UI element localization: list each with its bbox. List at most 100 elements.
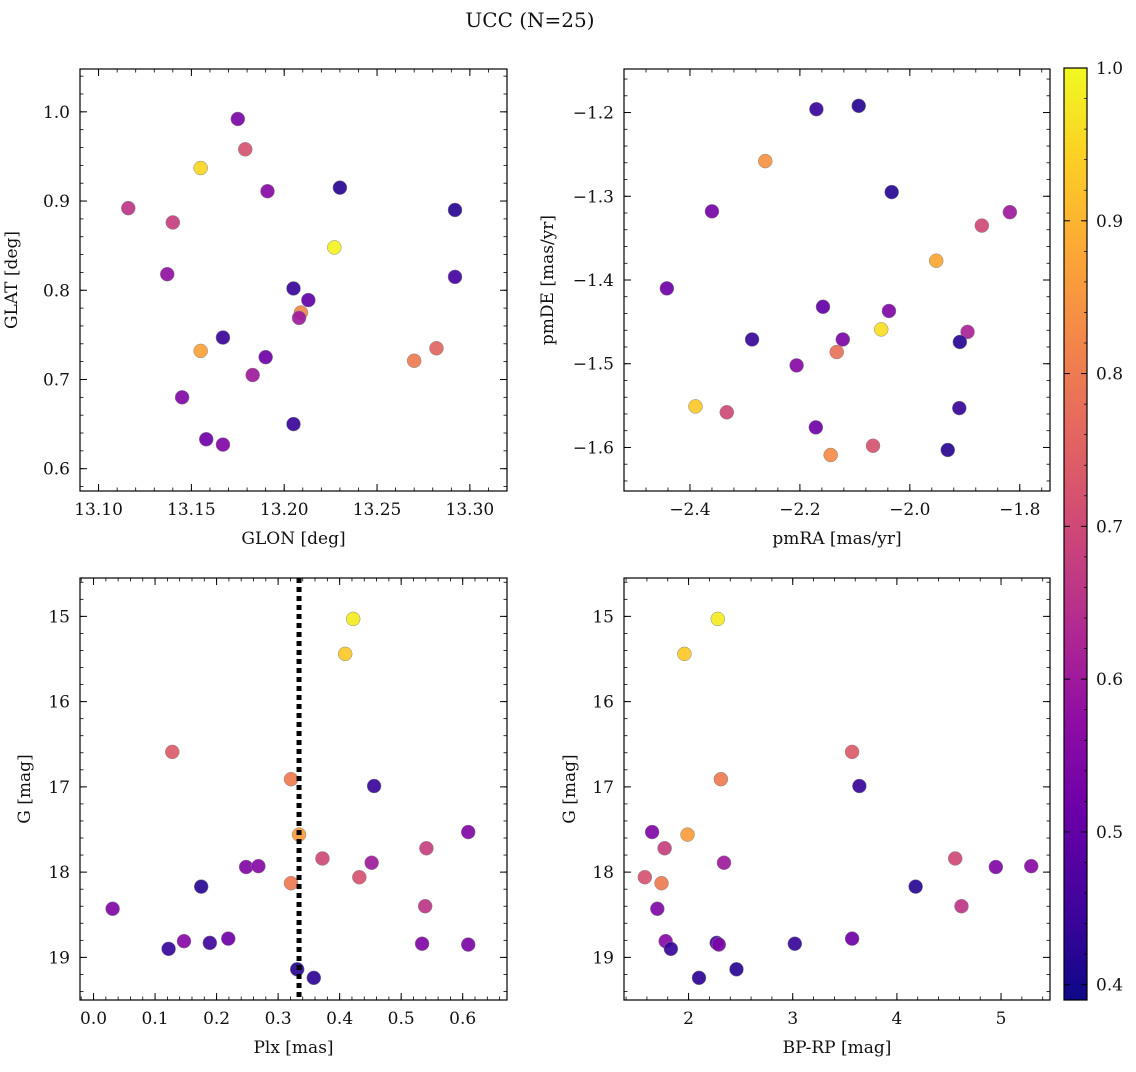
x-tick-label: 0.4 xyxy=(326,1009,353,1029)
colorbar-tick-label: 1.0 xyxy=(1096,59,1123,79)
y-tick-label: −1.3 xyxy=(573,187,614,207)
data-point xyxy=(881,303,897,319)
data-point xyxy=(176,933,192,949)
x-axis-label: Plx [mas] xyxy=(253,1038,333,1058)
data-point xyxy=(659,281,675,296)
data-point xyxy=(291,310,307,326)
data-point xyxy=(417,898,433,914)
colorbar-tick-label: 0.9 xyxy=(1096,212,1123,232)
data-point xyxy=(283,771,299,787)
data-point xyxy=(677,646,692,662)
data-point xyxy=(688,399,703,414)
panel-bprp-g: 2 3 4 5 15 16 17 18 19 BP-RP [mag] G [mag] xyxy=(560,577,1051,1058)
figure-title: UCC (N=25) xyxy=(465,8,594,32)
data-point xyxy=(245,367,260,383)
data-point xyxy=(1002,204,1018,220)
y-tick-label: 0.7 xyxy=(43,370,70,390)
data-point xyxy=(884,184,899,200)
data-point xyxy=(835,332,851,347)
data-point xyxy=(332,180,348,195)
x-tick-label: 13.20 xyxy=(260,500,309,520)
panel-glon-glat: 13.10 13.15 13.20 13.25 13.30 0.6 0.7 0.8 0.9 1.0… xyxy=(2,68,508,549)
x-tick-label: −2.4 xyxy=(669,500,710,520)
x-axis-label: BP-RP [mag] xyxy=(783,1038,892,1058)
panel-pmra-pmde: −2.4 −2.2 −2.0 −1.8 −1.6 −1.5 −1.4 −1.3 −1.2 pmRA… xyxy=(538,68,1051,549)
data-point xyxy=(844,744,860,760)
x-tick-label: −2.2 xyxy=(779,500,820,520)
data-point xyxy=(429,341,444,356)
x-tick-label: 0.1 xyxy=(142,1009,169,1029)
data-point xyxy=(952,400,967,416)
data-point xyxy=(193,160,208,176)
data-point xyxy=(729,962,744,977)
data-point xyxy=(238,859,254,875)
x-tick-label: 0.3 xyxy=(265,1009,292,1029)
y-axis-label: G [mag] xyxy=(560,754,580,823)
x-tick-label: 0.5 xyxy=(388,1009,415,1029)
data-point xyxy=(654,875,669,891)
x-tick-label: 13.10 xyxy=(74,500,123,520)
x-axis-label: pmRA [mas/yr] xyxy=(772,529,901,549)
panel-plx-g: 0.0 0.1 0.2 0.3 0.4 0.5 0.6 15 16 17 18 19 Plx [mas]… xyxy=(15,577,508,1058)
data-point xyxy=(908,879,923,894)
data-point xyxy=(419,841,434,856)
data-point xyxy=(414,936,430,951)
data-point xyxy=(823,447,838,463)
data-point xyxy=(160,266,175,282)
data-point xyxy=(193,879,209,894)
colorbar-tick-label: 0.6 xyxy=(1096,670,1123,690)
x-tick-label: 0.0 xyxy=(80,1009,107,1029)
data-point xyxy=(406,353,422,368)
colorbar-tick-label: 0.4 xyxy=(1096,976,1123,996)
x-tick-label: 4 xyxy=(891,1009,902,1029)
data-point xyxy=(815,299,831,315)
y-tick-label: 19 xyxy=(48,948,70,968)
data-point xyxy=(251,858,266,874)
data-point xyxy=(710,611,725,627)
y-tick-label: −1.5 xyxy=(573,355,614,375)
data-point xyxy=(327,240,342,255)
data-point xyxy=(960,324,975,340)
data-point xyxy=(716,855,732,870)
data-point xyxy=(237,142,253,157)
y-tick-label: 0.8 xyxy=(43,281,70,301)
y-axis-label: pmDE [mas/yr] xyxy=(538,215,558,345)
data-point xyxy=(873,322,889,337)
data-point xyxy=(852,778,867,794)
data-point xyxy=(283,875,299,891)
data-point xyxy=(193,343,208,359)
x-tick-label: 2 xyxy=(683,1009,694,1029)
data-point xyxy=(286,281,301,296)
y-axis-label: G [mag] xyxy=(15,754,35,823)
data-point xyxy=(947,851,963,866)
x-tick-label: 13.25 xyxy=(353,500,402,520)
y-tick-label: 16 xyxy=(48,693,70,713)
data-point xyxy=(345,611,361,627)
data-point xyxy=(829,344,844,360)
data-point xyxy=(165,744,180,760)
data-point xyxy=(851,98,866,114)
data-point xyxy=(650,901,665,917)
data-point xyxy=(161,941,176,957)
data-point xyxy=(174,390,190,405)
y-tick-label: 19 xyxy=(592,948,614,968)
data-point xyxy=(844,931,860,946)
data-point xyxy=(940,442,956,458)
data-point xyxy=(637,869,653,885)
y-tick-label: 18 xyxy=(48,863,70,883)
data-point xyxy=(713,771,729,787)
y-tick-label: 0.9 xyxy=(43,192,70,212)
data-point xyxy=(202,935,218,951)
colorbar-tick-label: 0.7 xyxy=(1096,517,1123,537)
data-point xyxy=(258,349,273,365)
x-tick-label: 13.15 xyxy=(167,500,216,520)
x-tick-label: 0.6 xyxy=(449,1009,476,1029)
data-point xyxy=(974,218,990,233)
y-tick-label: −1.4 xyxy=(573,271,614,291)
data-point xyxy=(954,898,969,914)
data-point xyxy=(215,437,231,452)
data-point xyxy=(808,420,824,435)
x-tick-label: −2.0 xyxy=(889,500,930,520)
data-point xyxy=(215,330,231,345)
